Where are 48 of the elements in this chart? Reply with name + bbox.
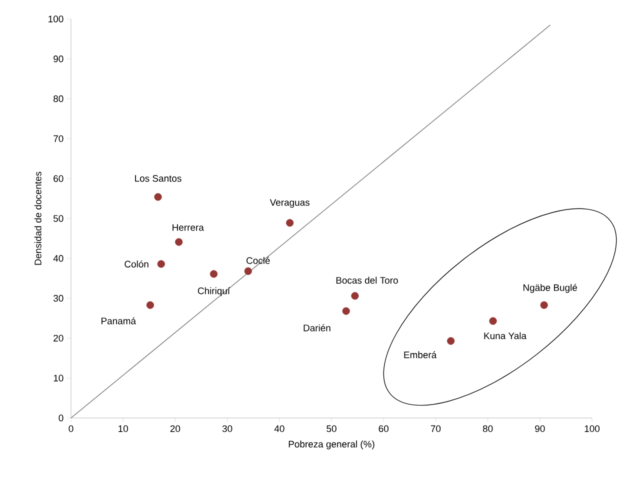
x-tick-label: 70 xyxy=(430,425,441,432)
y-tick-label: 30 xyxy=(53,294,64,302)
point xyxy=(210,270,218,278)
annotation: Herrera xyxy=(172,224,204,231)
x-tick-label: 0 xyxy=(68,425,74,432)
y-tick-label: 40 xyxy=(53,255,64,262)
y-tick-label: 70 xyxy=(54,135,64,142)
annotation: Bocas del Toro xyxy=(336,276,398,284)
point xyxy=(175,238,183,246)
x-axis-title: Pobreza general (%) xyxy=(288,440,374,450)
x-tick-label: 10 xyxy=(118,425,128,432)
y-tick-label: 60 xyxy=(54,175,64,182)
x-tick-label: 60 xyxy=(378,425,388,432)
point xyxy=(540,301,548,309)
x-tick-label: 20 xyxy=(170,425,180,432)
point xyxy=(286,219,294,227)
y-tick-label: 50 xyxy=(54,215,64,222)
y-tick-label: 20 xyxy=(54,334,64,342)
annotation: Veraguas xyxy=(270,199,310,208)
y-axis-title: Densidad de docentes xyxy=(34,172,42,265)
point xyxy=(157,260,165,268)
annotation: Colón xyxy=(124,260,148,268)
y-tick-label: 10 xyxy=(54,374,64,382)
x-tick-label: 80 xyxy=(482,425,493,432)
point xyxy=(351,292,359,300)
point xyxy=(244,267,252,275)
x-tick-label: 90 xyxy=(535,425,545,432)
point xyxy=(447,337,455,345)
point xyxy=(154,193,162,201)
annotation: Los Santos xyxy=(135,175,182,182)
point xyxy=(342,307,350,315)
annotation: Kuna Yala xyxy=(484,332,527,340)
annotation: Chiriquí xyxy=(198,287,230,296)
x-tick-label: 40 xyxy=(274,425,284,432)
annotation: Coclé xyxy=(246,256,270,264)
point xyxy=(489,317,497,325)
annotation: Panamá xyxy=(102,317,136,324)
point xyxy=(146,301,154,309)
y-tick-label: 80 xyxy=(54,95,64,102)
x-tick-label: 50 xyxy=(326,425,336,432)
y-tick-label: 90 xyxy=(54,56,64,62)
x-tick-label: 30 xyxy=(222,425,232,432)
annotation: Darién xyxy=(304,324,330,332)
y-tick-label: 0 xyxy=(58,414,64,422)
annotation: Emberá xyxy=(404,351,437,358)
annotation: Ngäbe Buglé xyxy=(523,284,577,293)
x-tick-label: 100 xyxy=(584,425,600,432)
y-tick-label: 100 xyxy=(48,16,64,22)
